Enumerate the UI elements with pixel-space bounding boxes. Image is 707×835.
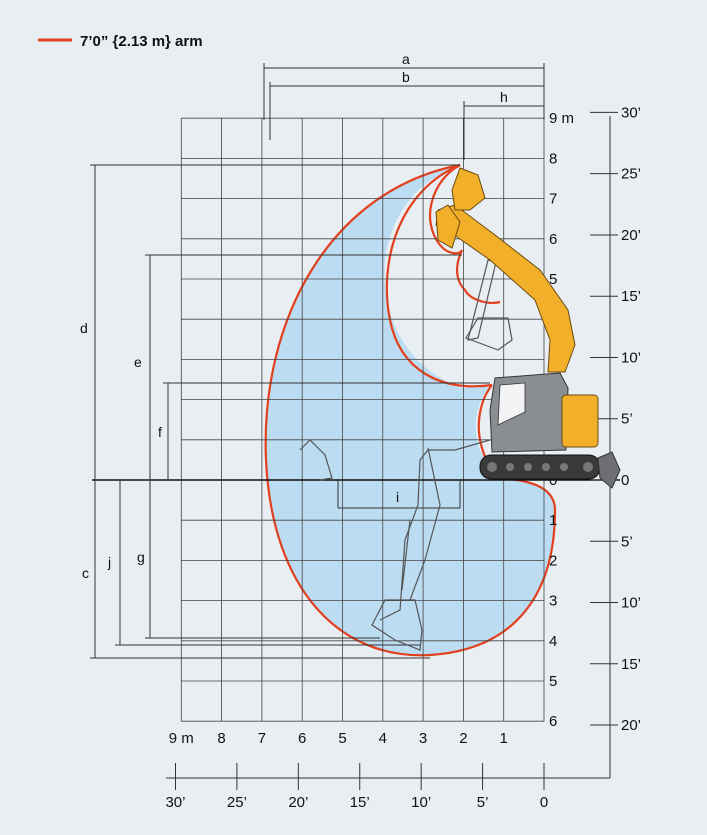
- legend-label: 7’0” {2.13 m} arm: [80, 33, 203, 50]
- track-rollers: [487, 462, 593, 472]
- vertical-meter-label: 6: [549, 231, 557, 248]
- vertical-meter-label: 2: [549, 552, 557, 569]
- left-dimensions: [90, 164, 490, 659]
- horizontal-meter-label: 3: [419, 730, 427, 747]
- horizontal-feet-label: 25’: [227, 794, 247, 811]
- vertical-meter-label: 6: [549, 713, 557, 730]
- vertical-meter-label: 5: [549, 673, 557, 690]
- horizontal-meter-labels: 9 m 8 7 6 5 4 3 2 1: [169, 730, 508, 747]
- legend: 7’0” {2.13 m} arm: [38, 33, 203, 50]
- vertical-meter-label: 3: [549, 593, 557, 610]
- vertical-feet-label: 30’: [621, 104, 641, 121]
- vertical-meter-label: 5: [549, 271, 557, 288]
- dozer-blade: [597, 451, 621, 489]
- vertical-feet-label: 5’: [621, 411, 633, 428]
- outer-envelope-line: [264, 163, 557, 657]
- horizontal-feet-label: 10’: [411, 794, 431, 811]
- horizontal-meter-label: 1: [500, 730, 508, 747]
- horizontal-meter-label: 8: [217, 730, 225, 747]
- horizontal-meter-label: 4: [379, 730, 387, 747]
- horizontal-feet-label: 20’: [288, 794, 308, 811]
- horizontal-meter-label: 6: [298, 730, 306, 747]
- dim-f: f: [158, 424, 162, 440]
- vertical-feet-label: 15’: [621, 656, 641, 673]
- horizontal-feet-axis: 30’ 25’ 20’ 15’ 10’ 5’ 0: [165, 763, 610, 811]
- vertical-feet-axis: 30’ 25’ 20’ 15’ 10’ 5’ 0 5’ 10’ 15’ 20’: [590, 104, 641, 778]
- horizontal-meter-label: 5: [338, 730, 346, 747]
- horizontal-meter-label: 2: [459, 730, 467, 747]
- middle-envelope-line: [385, 163, 493, 388]
- top-dimensions: [263, 63, 545, 160]
- horizontal-feet-label: 0: [540, 794, 548, 811]
- vertical-meter-label: 7: [549, 191, 557, 208]
- dim-e: e: [134, 354, 142, 370]
- vertical-feet-label: 0: [621, 472, 629, 489]
- bucket-curl: [435, 204, 461, 249]
- cab-window: [497, 382, 526, 426]
- vertical-feet-label: 20’: [621, 227, 641, 244]
- dim-j: j: [107, 554, 111, 570]
- engine-cover: [561, 394, 599, 448]
- horizontal-feet-label: 15’: [350, 794, 370, 811]
- dim-i: i: [396, 489, 399, 505]
- envelope-area: [265, 165, 555, 656]
- inner-envelope-line: [429, 164, 501, 304]
- vertical-meter-label: 4: [549, 633, 557, 650]
- horizontal-feet-label: 30’: [165, 794, 185, 811]
- horizontal-meter-label: 9 m: [169, 730, 194, 747]
- vertical-feet-label: 10’: [621, 349, 641, 366]
- vertical-meter-label: 1: [549, 512, 557, 529]
- dim-d: d: [80, 320, 88, 336]
- dim-g: g: [137, 549, 145, 565]
- vertical-feet-label: 10’: [621, 595, 641, 612]
- horizontal-feet-label: 5’: [477, 794, 489, 811]
- vertical-feet-label: 20’: [621, 717, 641, 734]
- horizontal-meter-label: 7: [258, 730, 266, 747]
- vertical-meter-label: 8: [549, 150, 557, 167]
- dim-b: b: [402, 69, 410, 85]
- track: [479, 454, 601, 480]
- dim-h: h: [500, 89, 508, 105]
- dim-a: a: [402, 51, 410, 67]
- vertical-meter-label: 9 m: [549, 110, 574, 127]
- excavator: [299, 167, 621, 651]
- vertical-meter-label: 0: [549, 472, 557, 489]
- vertical-feet-label: 15’: [621, 288, 641, 305]
- vertical-feet-label: 25’: [621, 166, 641, 183]
- vertical-feet-label: 5’: [621, 533, 633, 550]
- bucket-top: [451, 167, 486, 211]
- dim-c: c: [82, 565, 89, 581]
